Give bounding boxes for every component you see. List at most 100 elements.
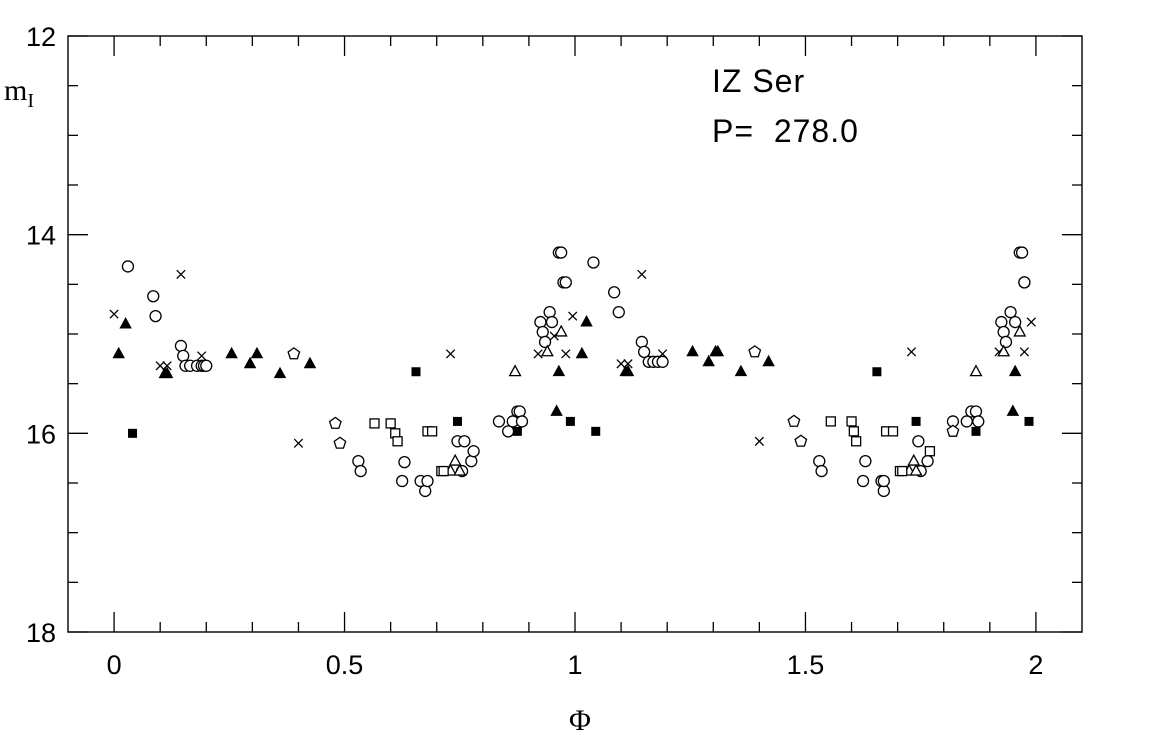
- data-point-filled-square: [411, 367, 421, 377]
- data-point-open-circle: [559, 276, 572, 289]
- data-point-open-circle: [352, 454, 365, 468]
- data-point-open-circle: [147, 290, 160, 303]
- data-point-open-square: [887, 426, 899, 437]
- data-point-filled-triangle: [711, 344, 725, 357]
- data-point-filled-square: [1024, 416, 1034, 426]
- data-point-cross: [176, 269, 186, 280]
- data-point-open-triangle: [508, 364, 522, 377]
- plot-frame: [67, 35, 1083, 633]
- data-point-open-triangle: [540, 344, 554, 357]
- data-point-filled-square: [512, 426, 522, 436]
- y-tick-label: 16: [26, 419, 56, 449]
- data-point-open-circle: [995, 315, 1008, 329]
- y-tick-label: 14: [26, 221, 56, 251]
- data-point-open-circle: [492, 415, 506, 428]
- data-point-open-circle: [536, 325, 549, 339]
- x-tick-label: 0.5: [326, 650, 364, 680]
- data-point-open-square: [924, 446, 936, 457]
- data-point-open-circle: [354, 464, 367, 478]
- data-point-filled-triangle: [580, 315, 593, 327]
- data-point-open-circle: [421, 474, 434, 488]
- data-point-open-circle: [587, 256, 600, 269]
- data-point-filled-triangle: [575, 346, 589, 359]
- data-point-open-square: [848, 426, 859, 437]
- data-point-open-circle: [608, 286, 621, 299]
- data-point-filled-triangle: [1006, 404, 1020, 416]
- data-point-filled-square: [591, 426, 601, 436]
- data-point-filled-triangle: [552, 364, 566, 377]
- data-point-open-pentagon: [287, 347, 301, 360]
- data-point-open-square: [825, 416, 836, 427]
- data-point-filled-triangle: [762, 354, 775, 367]
- data-point-filled-triangle: [225, 346, 238, 359]
- x-tick-label: 2: [1028, 650, 1043, 680]
- x-tick-label: 0: [107, 650, 122, 680]
- data-point-cross: [533, 349, 543, 359]
- data-point-open-pentagon: [748, 345, 762, 358]
- data-point-open-circle: [921, 454, 934, 468]
- data-point-filled-triangle: [1008, 364, 1022, 377]
- data-point-open-circle: [543, 305, 556, 319]
- data-point-open-circle: [859, 454, 872, 468]
- data-point-open-circle: [538, 335, 552, 349]
- data-point-open-circle: [545, 315, 559, 329]
- data-point-open-circle: [555, 246, 568, 259]
- data-point-open-triangle: [909, 463, 923, 476]
- tick-labels: 0 0.5 1 1.5 2 12 14 16 18: [26, 22, 1043, 680]
- data-point-open-pentagon: [794, 434, 808, 447]
- data-point-cross: [1019, 347, 1030, 357]
- data-point-filled-triangle: [550, 404, 563, 416]
- data-point-open-circle: [465, 454, 478, 468]
- data-point-open-circle: [877, 474, 890, 488]
- data-point-open-circle: [121, 260, 135, 273]
- data-point-filled-triangle: [250, 346, 264, 359]
- data-points: [109, 246, 1036, 498]
- data-point-open-triangle: [969, 364, 983, 377]
- data-point-filled-square: [565, 416, 575, 426]
- data-point-open-circle: [912, 435, 925, 448]
- data-point-open-circle: [467, 445, 480, 458]
- data-point-open-square: [392, 436, 403, 447]
- data-point-filled-square: [452, 416, 462, 426]
- data-point-cross: [445, 349, 456, 359]
- data-point-open-square: [369, 418, 380, 429]
- data-point-filled-triangle: [621, 364, 635, 377]
- y-axis-label: mI: [4, 74, 34, 112]
- data-point-open-circle: [1004, 305, 1017, 319]
- data-point-open-circle: [1015, 246, 1029, 259]
- x-tick-label: 1.5: [787, 650, 825, 680]
- data-point-open-circle: [458, 435, 471, 448]
- data-point-filled-triangle: [273, 366, 287, 379]
- period-annotation: P= 278.0: [712, 113, 859, 149]
- data-point-open-circle: [656, 355, 669, 368]
- data-point-open-square: [897, 465, 908, 477]
- data-point-open-pentagon: [328, 416, 342, 429]
- data-point-open-circle: [1018, 276, 1031, 289]
- axes-frame: [67, 35, 1083, 633]
- data-point-filled-square: [971, 426, 981, 436]
- data-point-filled-square: [872, 367, 882, 377]
- data-point-filled-triangle: [686, 344, 699, 357]
- data-point-filled-triangle: [243, 356, 257, 369]
- data-point-cross: [754, 436, 765, 446]
- data-point-cross: [1026, 317, 1036, 327]
- data-point-open-pentagon: [333, 436, 347, 449]
- data-point-open-circle: [813, 454, 826, 468]
- y-tick-label: 18: [26, 618, 56, 648]
- axis-ticks: [68, 35, 1082, 633]
- data-point-open-circle: [534, 315, 547, 329]
- data-point-cross: [616, 359, 626, 369]
- data-point-open-circle: [1009, 315, 1022, 329]
- x-axis-label: Φ: [569, 704, 591, 737]
- data-point-filled-triangle: [303, 356, 317, 369]
- data-point-filled-triangle: [112, 346, 125, 359]
- data-point-cross: [561, 349, 571, 359]
- data-point-cross: [637, 269, 647, 280]
- data-point-open-triangle: [997, 344, 1011, 357]
- data-point-filled-triangle: [160, 366, 174, 379]
- data-point-filled-triangle: [702, 354, 715, 367]
- data-point-open-square: [851, 436, 862, 447]
- data-point-open-circle: [174, 339, 188, 353]
- data-point-filled-square: [911, 416, 921, 426]
